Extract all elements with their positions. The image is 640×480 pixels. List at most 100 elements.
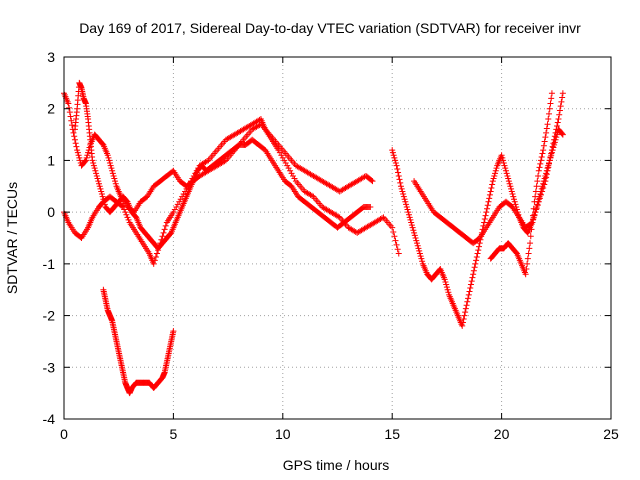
data-point xyxy=(74,147,81,154)
data-point xyxy=(543,174,550,181)
data-point xyxy=(559,90,566,97)
data-point xyxy=(405,209,412,216)
x-tick-label: 15 xyxy=(384,426,400,442)
data-point xyxy=(466,288,473,295)
data-point xyxy=(484,202,491,209)
data-point xyxy=(416,250,423,257)
data-point xyxy=(546,105,553,112)
data-point xyxy=(118,203,125,210)
data-point xyxy=(501,162,508,169)
data-point xyxy=(72,140,79,147)
data-point xyxy=(101,198,108,205)
data-point xyxy=(397,179,404,186)
data-point xyxy=(95,178,102,185)
data-point xyxy=(484,205,491,212)
data-point xyxy=(110,172,117,179)
data-point xyxy=(125,216,132,223)
data-point xyxy=(540,142,547,149)
chart-title: Day 169 of 2017, Sidereal Day-to-day VTE… xyxy=(79,20,581,36)
x-tick-label: 5 xyxy=(170,426,178,442)
data-point xyxy=(170,328,177,335)
data-point xyxy=(552,129,559,136)
data-point xyxy=(94,175,101,182)
data-point xyxy=(469,274,476,281)
data-point xyxy=(400,191,407,198)
data-point xyxy=(535,167,542,174)
series-track-6 xyxy=(411,90,566,247)
data-point xyxy=(512,201,519,208)
data-point xyxy=(390,228,397,235)
data-point xyxy=(112,180,119,187)
data-point xyxy=(444,286,451,293)
data-point xyxy=(546,110,553,117)
data-point xyxy=(406,214,413,221)
data-point xyxy=(528,220,535,227)
data-point xyxy=(549,143,556,150)
data-point xyxy=(527,233,534,240)
data-point xyxy=(391,233,398,240)
data-point xyxy=(509,191,516,198)
data-point xyxy=(395,250,402,257)
data-point xyxy=(132,213,139,220)
data-point xyxy=(409,224,416,231)
data-point xyxy=(418,255,425,262)
data-point xyxy=(96,180,103,187)
data-point xyxy=(532,209,539,216)
data-point xyxy=(66,104,73,111)
data-point xyxy=(109,170,116,177)
data-point xyxy=(70,129,77,136)
data-point xyxy=(459,319,466,326)
data-point xyxy=(465,291,472,298)
data-point xyxy=(417,253,424,260)
data-point xyxy=(505,175,512,182)
tick-labels: 0 5 10 15 20 25 -4 -3 -2 -1 0 1 2 3 xyxy=(43,49,619,442)
data-point xyxy=(367,203,374,210)
data-point xyxy=(472,260,479,267)
data-point xyxy=(532,193,539,200)
y-tick-label: -3 xyxy=(43,359,56,375)
data-point xyxy=(443,284,450,291)
data-point xyxy=(507,183,514,190)
y-tick-label: 0 xyxy=(47,204,55,220)
data-point xyxy=(159,233,166,240)
data-point xyxy=(541,138,548,145)
data-point xyxy=(291,175,298,182)
data-point xyxy=(82,158,89,165)
grid xyxy=(64,57,611,419)
data-point xyxy=(442,278,449,285)
data-point xyxy=(65,100,72,107)
data-point xyxy=(463,302,470,309)
data-point xyxy=(75,152,82,159)
data-point xyxy=(290,172,297,179)
data-point xyxy=(405,211,412,218)
data-point xyxy=(396,176,403,183)
data-point xyxy=(468,278,475,285)
data-point xyxy=(393,241,400,248)
data-point xyxy=(401,196,408,203)
data-point xyxy=(389,149,396,156)
data-point xyxy=(282,160,289,167)
data-point xyxy=(551,133,558,140)
data-point xyxy=(531,198,538,205)
data-point xyxy=(523,266,530,273)
data-point xyxy=(393,162,400,169)
data-point xyxy=(109,167,116,174)
data-point xyxy=(475,243,482,250)
data-point xyxy=(476,240,483,247)
data-point xyxy=(74,149,81,156)
data-point xyxy=(534,202,541,209)
data-point xyxy=(400,193,407,200)
data-point xyxy=(473,257,480,264)
data-point xyxy=(551,139,558,146)
data-point xyxy=(98,188,105,195)
data-point xyxy=(543,171,550,178)
data-point xyxy=(392,157,399,164)
data-point xyxy=(177,196,184,203)
data-point xyxy=(489,181,496,188)
data-point xyxy=(504,172,511,179)
data-point xyxy=(441,276,448,283)
series-track-1 xyxy=(61,116,402,267)
data-point xyxy=(550,140,557,147)
data-point xyxy=(397,183,404,190)
data-point xyxy=(555,116,562,123)
